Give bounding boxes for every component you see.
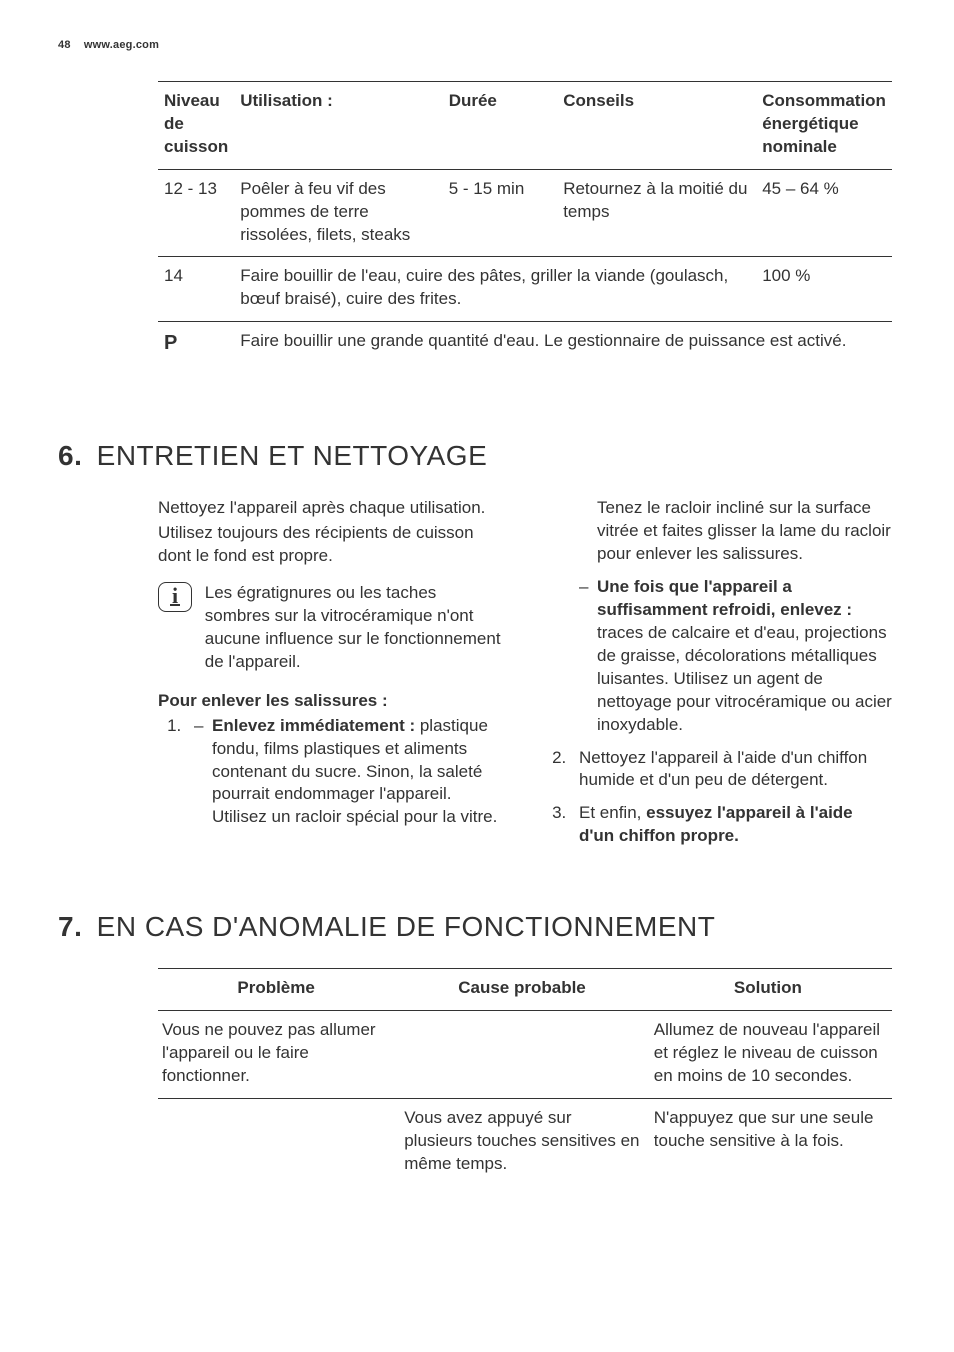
troubleshoot-table: Problème Cause probable Solution Vous ne… xyxy=(158,968,892,1186)
cell-level: 14 xyxy=(158,257,234,322)
table-row: 12 - 13 Poêler à feu vif des pommes de t… xyxy=(158,169,892,257)
section-7-title: EN CAS D'ANOMALIE DE FONCTIONNEMENT xyxy=(97,911,716,942)
cell-usage: Poêler à feu vif des pommes de terre ris… xyxy=(234,169,442,257)
step-1b-text: traces de calcaire et d'eau, projections… xyxy=(597,623,892,734)
col-cause: Cause probable xyxy=(400,969,650,1011)
cell-usage-full: Faire bouillir une grande quantité d'eau… xyxy=(234,322,892,368)
step-1b-bold: Une fois que l'appareil a suffisamment r… xyxy=(597,577,852,619)
info-icon xyxy=(158,582,192,612)
cell-consom: 100 % xyxy=(756,257,892,322)
section-6-title: ENTRETIEN ET NETTOYAGE xyxy=(97,440,488,471)
cell-probleme: Vous ne pouvez pas allumer l'appareil ou… xyxy=(158,1011,400,1099)
col-consom: Consommation énergétique nominale xyxy=(756,81,892,169)
troubleshoot-wrap: Problème Cause probable Solution Vous ne… xyxy=(158,968,892,1186)
section-6-num: 6. xyxy=(58,440,82,471)
table-row: 14 Faire bouillir de l'eau, cuire des pâ… xyxy=(158,257,892,322)
page-header: 48 www.aeg.com xyxy=(58,38,896,53)
table-row: P Faire bouillir une grande quantité d'e… xyxy=(158,322,892,368)
cell-consom: 45 – 64 % xyxy=(756,169,892,257)
step-3-pre: Et enfin, xyxy=(579,803,646,822)
cell-conseils: Retournez à la moitié du temps xyxy=(557,169,756,257)
cell-level-p: P xyxy=(158,322,234,368)
header-url: www.aeg.com xyxy=(84,39,159,51)
cell-cause: Vous avez appuyé sur plusieurs touches s… xyxy=(400,1098,650,1185)
cell-solution: N'appuyez que sur une seule touche sensi… xyxy=(650,1098,892,1185)
table-row: Vous avez appuyé sur plusieurs touches s… xyxy=(158,1098,892,1185)
col-conseils: Conseils xyxy=(557,81,756,169)
col-solution: Solution xyxy=(650,969,892,1011)
info-text: Les égratignures ou les taches sombres s… xyxy=(205,582,504,674)
step-1b: Une fois que l'appareil a suffisamment r… xyxy=(579,576,892,737)
intro-text: Nettoyez l'appareil après chaque utilisa… xyxy=(158,497,507,520)
col-probleme: Problème xyxy=(158,969,400,1011)
step-3: Et enfin, essuyez l'appareil à l'aide d'… xyxy=(571,802,892,848)
col-level: Niveau de cuisson xyxy=(158,81,234,169)
cell-duree: 5 - 15 min xyxy=(443,169,558,257)
cell-usage-span: Faire bouillir de l'eau, cuire des pâtes… xyxy=(234,257,756,322)
cell-solution: Allumez de nouveau l'appareil et réglez … xyxy=(650,1011,892,1099)
cooking-table: Niveau de cuisson Utilisation : Durée Co… xyxy=(158,81,892,368)
cell-probleme xyxy=(158,1098,400,1185)
cell-cause xyxy=(400,1011,650,1099)
col-usage: Utilisation : xyxy=(234,81,442,169)
table-header-row: Niveau de cuisson Utilisation : Durée Co… xyxy=(158,81,892,169)
cell-level: 12 - 13 xyxy=(158,169,234,257)
cooking-table-wrap: Niveau de cuisson Utilisation : Durée Co… xyxy=(158,81,892,368)
page-number: 48 xyxy=(58,39,71,51)
section-7-num: 7. xyxy=(58,911,82,942)
section-6-heading: 6. ENTRETIEN ET NETTOYAGE xyxy=(58,437,896,475)
step-1a-bold: Enlevez immédiatement : xyxy=(212,716,415,735)
table-row: Vous ne pouvez pas allumer l'appareil ou… xyxy=(158,1011,892,1099)
subheading: Pour enlever les salissures : xyxy=(158,690,507,713)
col-duree: Durée xyxy=(443,81,558,169)
table-header-row: Problème Cause probable Solution xyxy=(158,969,892,1011)
section-6-body: Nettoyez l'appareil après chaque utilisa… xyxy=(158,497,892,848)
section-7-heading: 7. EN CAS D'ANOMALIE DE FONCTIONNEMENT xyxy=(58,908,896,946)
info-note: Les égratignures ou les taches sombres s… xyxy=(158,582,507,674)
step-2: Nettoyez l'appareil à l'aide d'un chiffo… xyxy=(571,747,892,793)
intro-text: Utilisez toujours des récipients de cuis… xyxy=(158,522,507,568)
